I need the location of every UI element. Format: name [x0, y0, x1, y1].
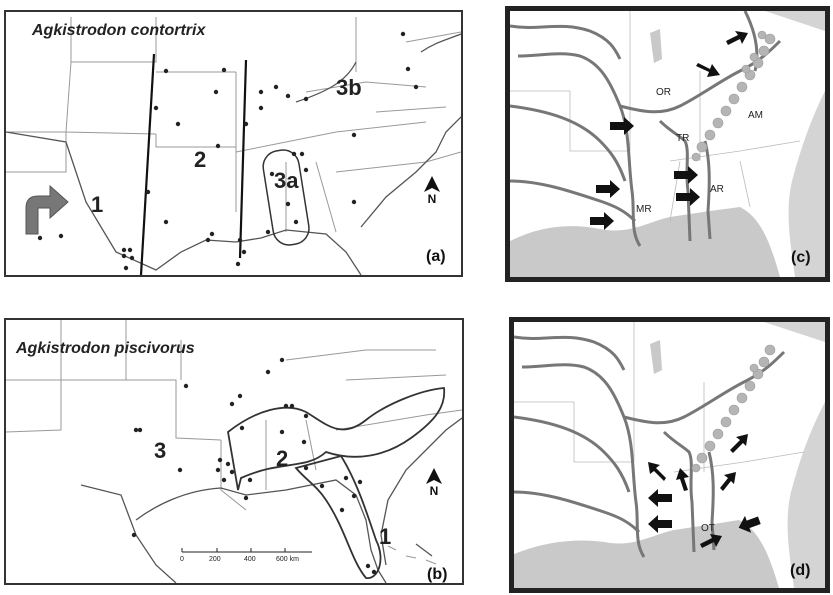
species-title-b: Agkistrodon piscivorus	[16, 340, 195, 357]
river-lines-d	[514, 335, 786, 558]
scale-label-200: 200	[209, 556, 221, 563]
river-label-ar: AR	[710, 184, 724, 195]
panel-letter-a: (a)	[426, 248, 446, 265]
black-arrow-icon	[590, 31, 748, 230]
curved-arrow-icon	[25, 184, 69, 235]
map-panel-c: OR TR AM MR AR (c)	[505, 6, 830, 282]
map-panel-b: Agkistrodon piscivorus 3 2 1 N 0 200 400…	[4, 318, 464, 585]
scale-label-400: 400	[244, 556, 256, 563]
scale-bar	[181, 548, 312, 553]
panel-letter-d: (d)	[790, 562, 811, 579]
river-label-mr: MR	[636, 204, 652, 215]
river-label-or: OR	[656, 87, 671, 98]
map-panel-a: Agkistrodon contortrix 1 2 3a 3b N (a)	[4, 10, 463, 277]
zone-label-2: 2	[276, 446, 289, 471]
map-a-basemap	[6, 17, 461, 275]
region-label-ot: OT	[701, 523, 715, 534]
zone-label-1: 1	[379, 524, 392, 549]
zone-label-3a: 3a	[274, 168, 299, 193]
zone-label-2: 2	[194, 147, 207, 172]
region-label-am: AM	[748, 110, 763, 121]
map-c-basemap	[510, 11, 825, 277]
river-lines-c	[510, 11, 782, 247]
north-arrow-a	[424, 176, 440, 192]
north-arrow-b	[426, 468, 442, 484]
map-panel-d: OT (d)	[509, 317, 830, 593]
occurrence-dots-b	[131, 357, 377, 575]
panel-letter-b: (b)	[427, 566, 448, 583]
panel-letter-c: (c)	[791, 249, 811, 266]
occurrence-dots-a	[37, 31, 419, 271]
north-label-b: N	[429, 484, 439, 498]
species-title-a: Agkistrodon contortrix	[32, 22, 206, 39]
mountain-range-d	[691, 344, 776, 473]
scale-label-600: 600 km	[276, 556, 299, 563]
mountain-range-c	[691, 30, 776, 162]
map-d-basemap	[514, 322, 825, 588]
zone-label-1: 1	[91, 192, 104, 217]
north-label-a: N	[427, 192, 437, 206]
scale-label-0: 0	[180, 556, 184, 563]
black-arrow-icon	[648, 434, 761, 548]
map-b-basemap	[6, 320, 462, 583]
zone-label-3: 3	[154, 438, 167, 463]
zone-label-3b: 3b	[336, 75, 362, 100]
river-label-tr: TR	[676, 133, 690, 144]
